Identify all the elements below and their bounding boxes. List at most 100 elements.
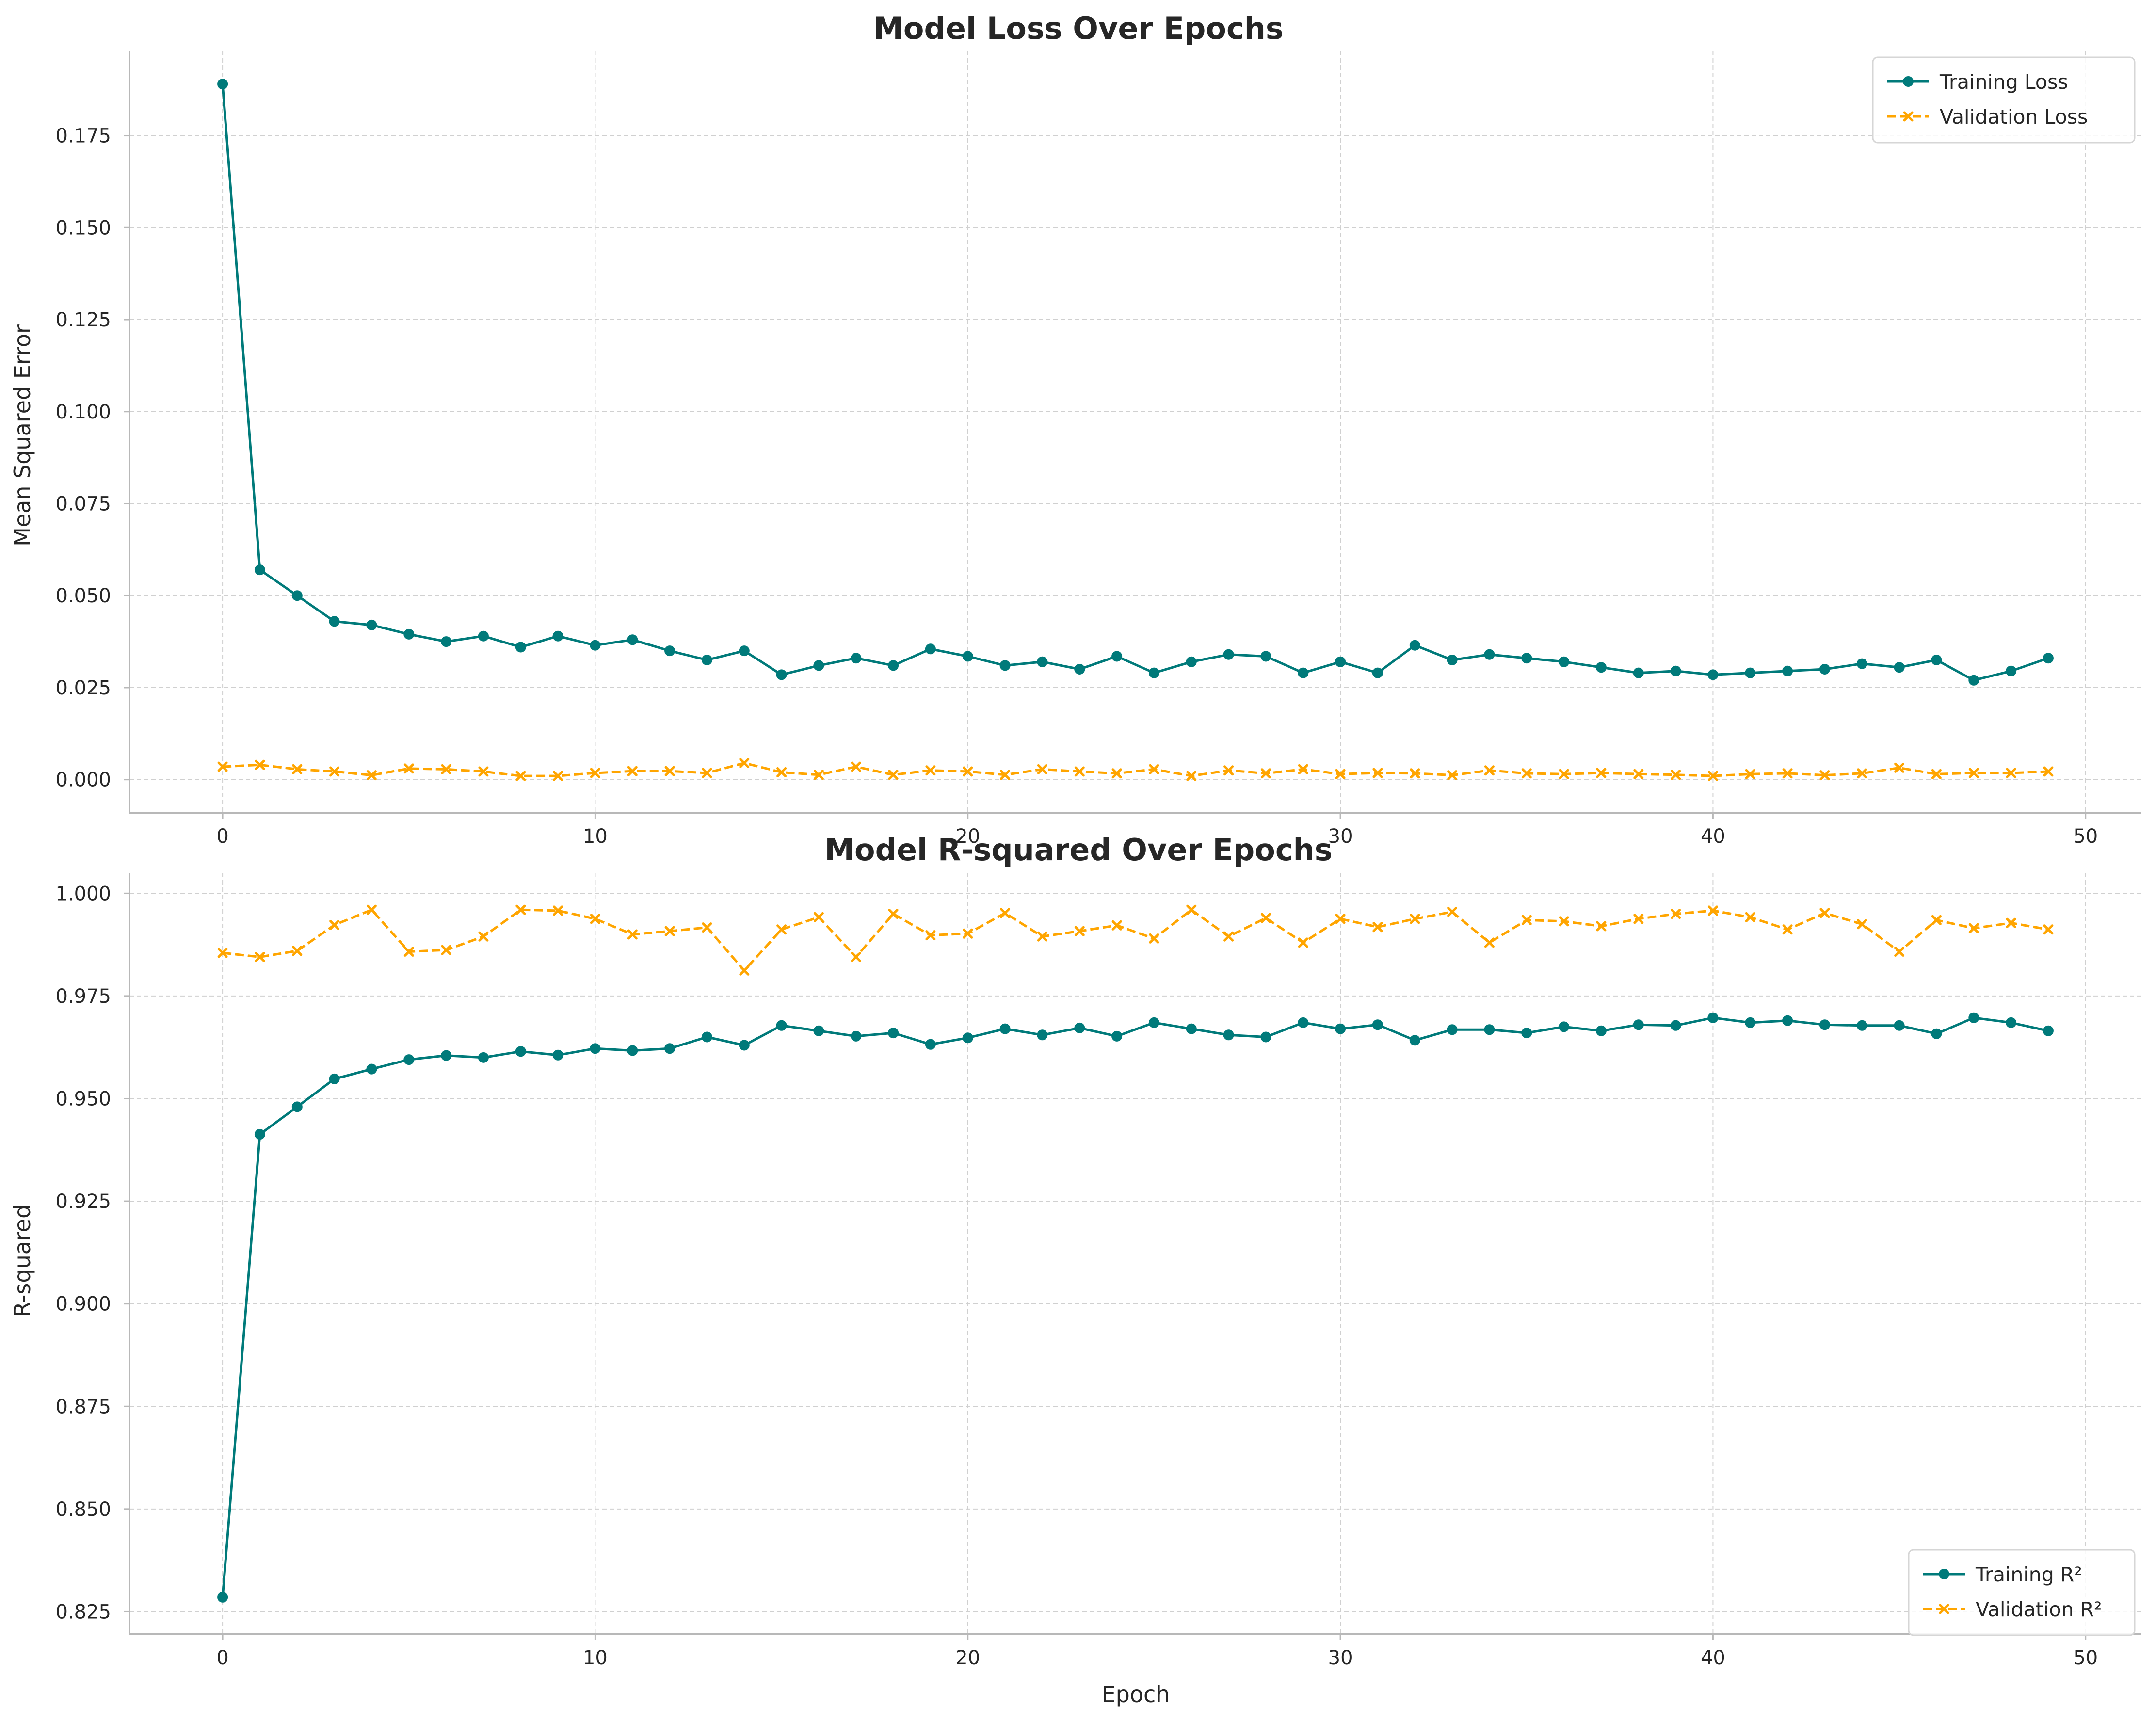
data-point-training-loss bbox=[664, 645, 676, 657]
data-point-validation-loss bbox=[1707, 771, 1718, 781]
data-point-training-loss bbox=[776, 669, 787, 680]
data-point-training-loss bbox=[1595, 662, 1607, 673]
data-point-validation-r2 bbox=[292, 946, 303, 956]
legend-marker-validation-loss bbox=[1903, 111, 1914, 122]
r2-x-tick-label: 50 bbox=[2073, 1647, 2098, 1669]
r2-series-group bbox=[217, 904, 2054, 1603]
loss-grid bbox=[129, 51, 2141, 813]
data-point-validation-r2 bbox=[1447, 906, 1458, 917]
data-point-training-r2 bbox=[1559, 1021, 1570, 1032]
data-point-validation-r2 bbox=[1074, 926, 1085, 936]
data-point-validation-r2 bbox=[1819, 908, 1830, 918]
data-point-training-loss bbox=[1260, 651, 1271, 662]
data-point-training-loss bbox=[441, 636, 452, 647]
data-point-validation-loss bbox=[255, 759, 265, 770]
data-point-training-loss bbox=[1447, 655, 1458, 665]
legend-marker-training-r2 bbox=[1939, 1569, 1949, 1579]
loss-chart-title: Model Loss Over Epochs bbox=[873, 11, 1284, 46]
data-point-training-r2 bbox=[1298, 1017, 1309, 1028]
r2-y-tick-label: 0.825 bbox=[55, 1601, 111, 1623]
loss-y-tick-label: 0.150 bbox=[55, 217, 111, 239]
data-point-training-loss bbox=[1782, 665, 1793, 676]
data-point-validation-loss bbox=[1596, 768, 1607, 778]
data-point-training-r2 bbox=[1037, 1029, 1048, 1041]
data-point-training-r2 bbox=[739, 1040, 750, 1051]
data-point-validation-loss bbox=[1484, 765, 1495, 776]
data-point-training-r2 bbox=[590, 1043, 601, 1054]
data-point-validation-loss bbox=[1894, 762, 1905, 773]
data-point-training-r2 bbox=[1186, 1023, 1197, 1034]
loss-x-tick-label: 30 bbox=[1328, 825, 1353, 848]
data-point-validation-r2 bbox=[1782, 924, 1793, 935]
loss-x-tick-label: 50 bbox=[2073, 825, 2098, 848]
data-point-validation-loss bbox=[329, 766, 340, 777]
data-point-validation-r2 bbox=[739, 965, 750, 976]
series-line-validation-r2 bbox=[222, 908, 2049, 972]
r2-x-tick-label: 10 bbox=[583, 1647, 608, 1669]
data-point-validation-r2 bbox=[553, 905, 563, 916]
data-point-training-r2 bbox=[1595, 1025, 1607, 1036]
data-point-training-r2 bbox=[441, 1050, 452, 1061]
data-point-validation-r2 bbox=[441, 945, 451, 955]
data-point-validation-r2 bbox=[1596, 921, 1607, 932]
data-point-training-loss bbox=[701, 655, 712, 665]
loss-legend: Training Loss Validation Loss bbox=[1872, 56, 2136, 144]
data-point-training-loss bbox=[999, 660, 1011, 671]
legend-marker-validation-r2 bbox=[1939, 1604, 1949, 1614]
r2-y-tick-label: 1.000 bbox=[55, 883, 111, 905]
data-point-validation-loss bbox=[590, 768, 600, 778]
data-point-training-loss bbox=[2043, 653, 2054, 664]
data-point-training-r2 bbox=[403, 1054, 415, 1065]
data-point-training-r2 bbox=[515, 1046, 526, 1057]
series-validation-r2 bbox=[217, 904, 2054, 976]
data-point-validation-r2 bbox=[1186, 904, 1197, 915]
data-point-training-r2 bbox=[1372, 1019, 1383, 1030]
data-point-validation-loss bbox=[627, 766, 638, 776]
data-point-training-r2 bbox=[1968, 1012, 1979, 1023]
data-point-training-loss bbox=[366, 619, 377, 630]
data-point-training-r2 bbox=[1931, 1028, 1942, 1039]
data-point-training-r2 bbox=[217, 1592, 228, 1603]
data-point-training-loss bbox=[552, 630, 563, 642]
data-point-validation-r2 bbox=[1000, 908, 1011, 918]
r2-y-tick-label: 0.950 bbox=[55, 1088, 111, 1110]
data-point-training-r2 bbox=[1260, 1031, 1271, 1043]
data-point-validation-r2 bbox=[1484, 937, 1495, 948]
data-point-training-r2 bbox=[1782, 1015, 1793, 1026]
data-point-training-r2 bbox=[254, 1129, 265, 1140]
data-point-validation-r2 bbox=[1111, 920, 1122, 931]
legend-label-validation-loss: Validation Loss bbox=[1940, 105, 2088, 129]
data-point-training-r2 bbox=[1074, 1022, 1085, 1033]
data-point-validation-loss bbox=[553, 771, 563, 781]
data-point-training-loss bbox=[1298, 667, 1309, 678]
series-line-training-loss bbox=[221, 84, 2049, 682]
data-point-validation-r2 bbox=[1968, 923, 1979, 933]
data-point-training-r2 bbox=[366, 1063, 377, 1075]
data-point-validation-r2 bbox=[963, 928, 973, 939]
data-point-validation-loss bbox=[1968, 768, 1979, 778]
data-point-training-r2 bbox=[664, 1043, 676, 1054]
data-point-training-loss bbox=[739, 645, 750, 657]
r2-y-tick-label: 0.925 bbox=[55, 1190, 111, 1213]
data-point-training-loss bbox=[515, 642, 526, 653]
data-point-validation-r2 bbox=[664, 926, 675, 936]
data-point-validation-r2 bbox=[1372, 922, 1383, 933]
data-point-training-loss bbox=[1372, 667, 1383, 678]
data-point-validation-r2 bbox=[888, 909, 899, 919]
data-point-validation-r2 bbox=[1559, 916, 1569, 927]
data-point-training-r2 bbox=[1894, 1020, 1905, 1031]
data-point-validation-r2 bbox=[851, 952, 861, 962]
data-point-validation-r2 bbox=[590, 914, 600, 924]
data-point-validation-r2 bbox=[2043, 924, 2054, 935]
data-point-training-r2 bbox=[1521, 1028, 1532, 1039]
data-point-validation-loss bbox=[1260, 768, 1271, 779]
loss-x-tick-label: 10 bbox=[583, 825, 608, 848]
data-point-training-r2 bbox=[1223, 1029, 1234, 1041]
data-point-training-r2 bbox=[1745, 1017, 1756, 1028]
data-point-training-loss bbox=[590, 640, 601, 651]
data-point-training-r2 bbox=[813, 1025, 824, 1036]
data-point-validation-loss bbox=[963, 766, 973, 777]
data-point-training-loss bbox=[1148, 667, 1159, 678]
loss-x-tick-label: 0 bbox=[216, 825, 228, 848]
data-point-validation-loss bbox=[366, 770, 377, 781]
